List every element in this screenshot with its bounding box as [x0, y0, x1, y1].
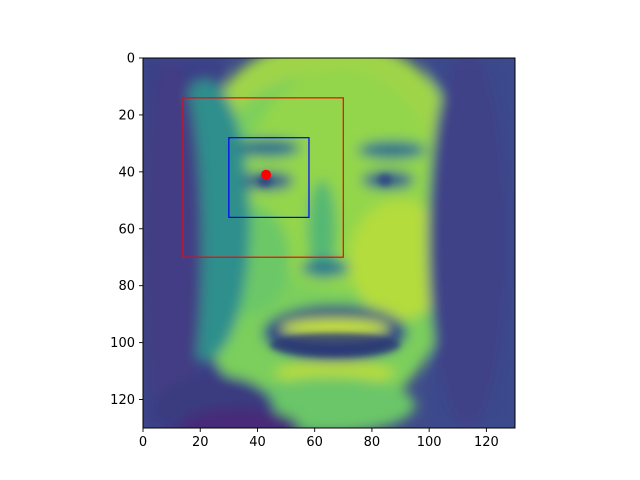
x-tick-label: 0 — [139, 435, 147, 450]
x-tick-label: 20 — [192, 435, 209, 450]
y-tick-label: 0 — [127, 52, 135, 67]
y-tick-label: 60 — [118, 222, 135, 237]
center-point-marker — [261, 169, 272, 180]
x-tick-label: 40 — [249, 435, 266, 450]
x-tick-label: 60 — [306, 435, 323, 450]
y-tick-label: 100 — [110, 336, 135, 351]
x-tick-label: 80 — [364, 435, 381, 450]
x-tick-label: 100 — [417, 435, 442, 450]
y-tick-label: 120 — [110, 393, 135, 408]
outer-bounding-box — [182, 97, 344, 258]
face-image — [143, 58, 515, 428]
y-axis-ticks: 0 20 40 60 80 100 120 — [110, 52, 143, 408]
inner-bounding-box — [228, 137, 310, 218]
y-tick-label: 40 — [118, 165, 135, 180]
axes-frame — [142, 57, 516, 429]
x-axis-ticks: 0 20 40 60 80 100 120 — [139, 428, 499, 450]
x-tick-label: 120 — [474, 435, 499, 450]
y-tick-label: 20 — [118, 108, 135, 123]
y-tick-label: 80 — [118, 279, 135, 294]
